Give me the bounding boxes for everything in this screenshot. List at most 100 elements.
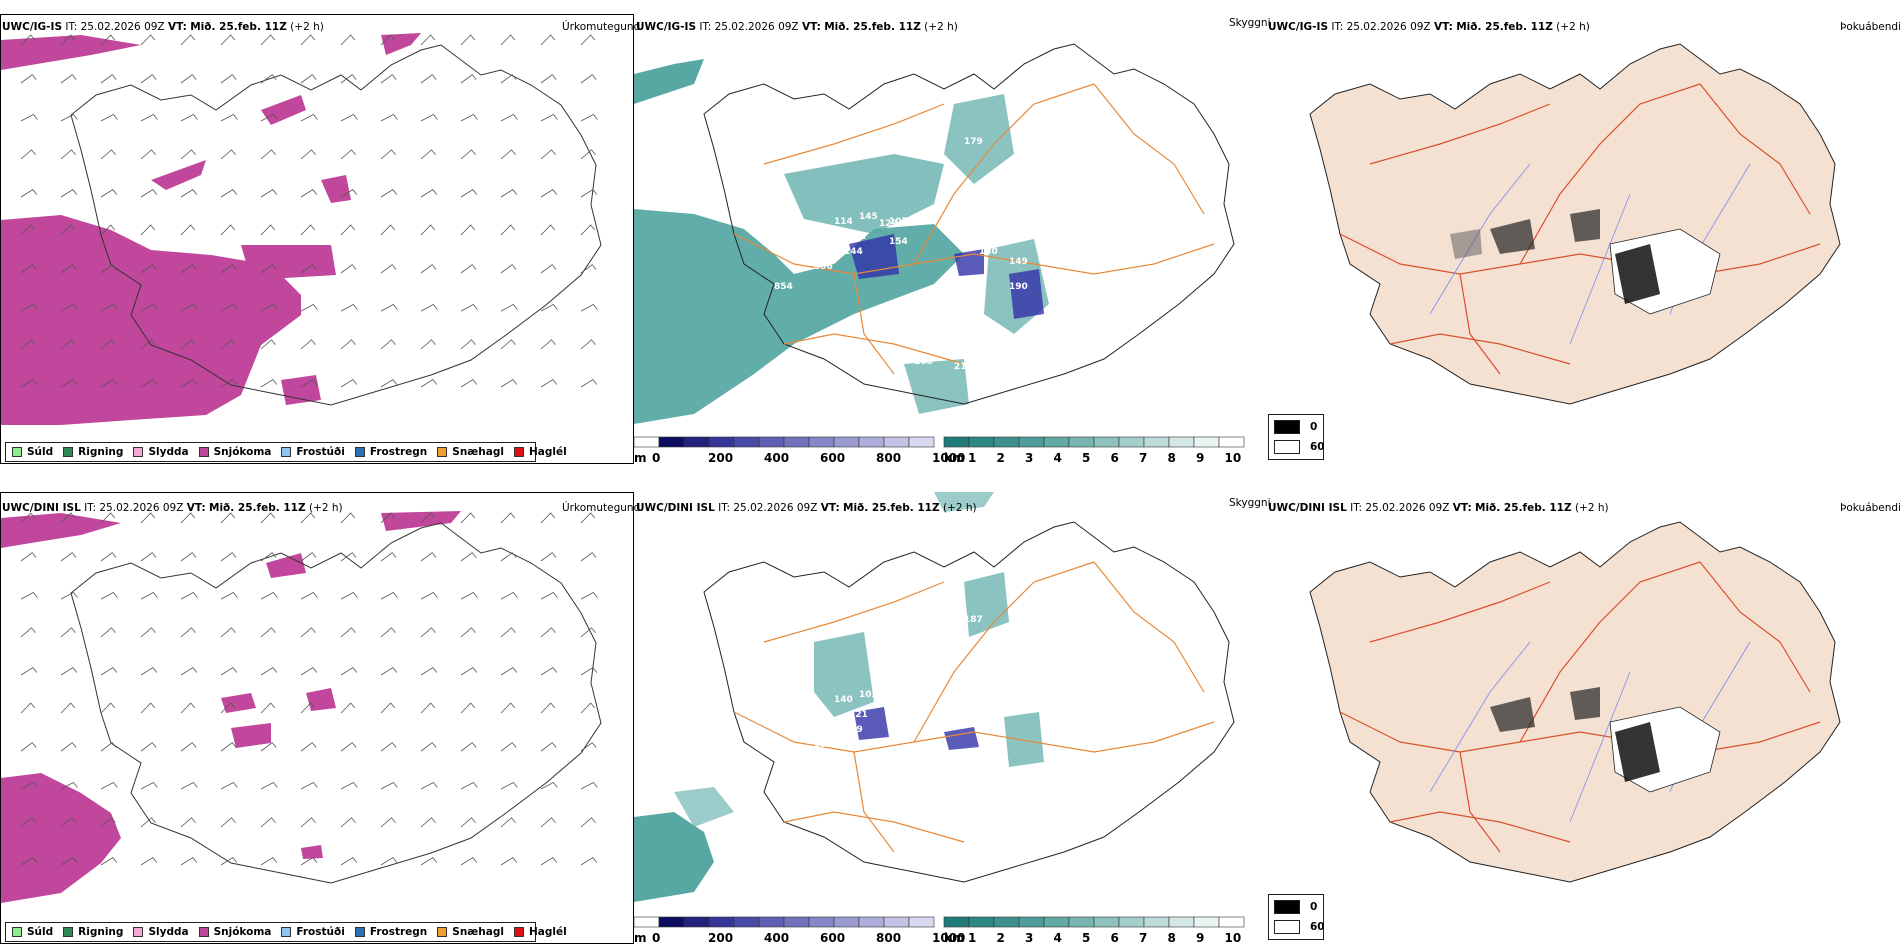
wind-barb bbox=[180, 627, 196, 638]
panel-header: UWC/IG-IS IT: 25.02.2026 09Z VT: Mið. 25… bbox=[636, 21, 958, 33]
visibility-map-panel: 187 140 102 75 221 149 88 142 107 213 25 m 0 200 400 6… bbox=[633, 492, 1325, 945]
colorbar-tick-label: 9 bbox=[1196, 931, 1205, 945]
wind-barb bbox=[140, 74, 157, 84]
model-name: UWC/DINI ISL bbox=[636, 502, 715, 514]
iceland-outline bbox=[703, 521, 1235, 883]
wind-barb bbox=[420, 339, 436, 350]
vt-value: Mið. 25.feb. 11Z bbox=[209, 502, 306, 514]
wind-barb bbox=[540, 74, 557, 84]
legend-swatch bbox=[1274, 900, 1300, 914]
legend-label: 60 bbox=[1310, 441, 1325, 453]
wind-barb bbox=[260, 782, 278, 790]
colorbar-tick-label: 0 bbox=[652, 451, 661, 465]
fog-patch bbox=[1490, 697, 1535, 732]
wind-barb bbox=[60, 552, 77, 562]
legend-label: Súld bbox=[27, 926, 54, 938]
wind-barb bbox=[220, 264, 237, 274]
wind-barb bbox=[180, 34, 196, 46]
height-label: 213 bbox=[784, 725, 803, 735]
wind-barb bbox=[180, 74, 197, 84]
wind-barb bbox=[540, 34, 556, 46]
legend-swatch bbox=[513, 927, 524, 937]
snow-area-west bbox=[1, 215, 301, 425]
colorbar-swatch bbox=[833, 436, 860, 448]
wind-barb bbox=[300, 667, 318, 676]
roads bbox=[1339, 561, 1821, 853]
wind-barb bbox=[540, 379, 558, 388]
colorbar-unit: m bbox=[634, 931, 647, 945]
wind-barb bbox=[340, 667, 358, 676]
wind-barb bbox=[460, 149, 476, 160]
colorbar-swatch bbox=[1043, 916, 1070, 928]
height-label: 190 bbox=[1009, 282, 1028, 292]
row-2: Súld Rigning Slydda Snjókoma Frostúði Frostre… bbox=[0, 478, 1900, 950]
colorbar-swatch bbox=[1143, 436, 1170, 448]
it-value: 25.02.2026 09Z bbox=[99, 502, 184, 514]
wind-barb bbox=[540, 667, 558, 676]
wind-barb bbox=[500, 34, 516, 46]
colorbar-swatch bbox=[758, 436, 785, 448]
vt-label: VT: bbox=[820, 502, 840, 514]
precip-type-map-panel: Súld Rigning Slydda Snjókoma Frostúði Frostre… bbox=[0, 492, 634, 944]
wind-barb bbox=[100, 189, 118, 198]
colorbar-tick-label: 800 bbox=[876, 931, 902, 945]
legend-swatch bbox=[1274, 920, 1300, 934]
wind-barb bbox=[580, 592, 598, 600]
colorbar-tick-label: 5 bbox=[1082, 931, 1091, 945]
wind-barb bbox=[180, 512, 196, 524]
height-label: 168 bbox=[914, 357, 933, 367]
wind-barb bbox=[20, 34, 36, 46]
colorbar-swatch bbox=[943, 436, 970, 448]
wind-barb bbox=[260, 512, 276, 524]
legend-swatch bbox=[281, 927, 292, 937]
wind-barb bbox=[540, 189, 558, 198]
wind-barb bbox=[260, 817, 276, 828]
colorbar-swatch bbox=[993, 916, 1020, 928]
legend-swatch bbox=[133, 447, 144, 457]
wind-barb bbox=[460, 339, 476, 350]
panel-header: UWC/DINI ISL IT: 25.02.2026 09Z VT: Mið.… bbox=[636, 502, 977, 514]
panel-type-label: Skyggni bbox=[1229, 497, 1271, 509]
wind-barb bbox=[540, 304, 558, 312]
fog-indicator-map bbox=[1309, 521, 1841, 883]
wind-barb bbox=[420, 627, 436, 638]
wind-barb bbox=[220, 339, 236, 350]
wind-barb bbox=[460, 702, 476, 714]
wind-barb bbox=[180, 552, 197, 562]
colorbar-swatch bbox=[658, 916, 685, 928]
colorbar-swatch bbox=[993, 436, 1020, 448]
wind-barb bbox=[20, 264, 37, 274]
precip-legend-item: Frostregn bbox=[354, 926, 427, 938]
snow-patch bbox=[301, 845, 323, 859]
wind-barb bbox=[500, 667, 518, 676]
panel-type-label: Úrkomutegund bbox=[562, 21, 641, 33]
wind-barb bbox=[540, 224, 556, 236]
wind-barb bbox=[420, 34, 436, 46]
wind-barb bbox=[300, 224, 316, 236]
colorbar-tick-label: 3 bbox=[1025, 931, 1034, 945]
wind-barb bbox=[420, 857, 438, 866]
wind-barb bbox=[60, 379, 78, 388]
colorbar-swatch bbox=[733, 916, 760, 928]
wind-barb bbox=[580, 627, 596, 638]
wind-barb bbox=[540, 817, 556, 828]
wind-barb bbox=[500, 817, 516, 828]
wind-barb bbox=[420, 114, 438, 122]
it-label: IT: bbox=[84, 502, 97, 514]
vt-value: Mið. 25.feb. 11Z bbox=[1475, 502, 1572, 514]
low-cloud-base-patch bbox=[849, 234, 899, 279]
wind-barb bbox=[300, 189, 318, 198]
colorbar-swatch bbox=[783, 916, 810, 928]
wind-barb bbox=[580, 512, 596, 524]
low-cloud-base-patch bbox=[944, 727, 979, 750]
wind-barb bbox=[500, 74, 517, 84]
wind-barb bbox=[460, 34, 476, 46]
colorbar-swatch bbox=[683, 916, 710, 928]
colorbar-swatch bbox=[908, 916, 935, 928]
it-value: 25.02.2026 09Z bbox=[714, 21, 799, 33]
wind-barb bbox=[340, 592, 358, 600]
fog-indicator-map-panel bbox=[1270, 14, 1900, 464]
legend-label: Frostúði bbox=[296, 446, 345, 458]
height-label: 142 bbox=[974, 705, 993, 715]
wind-barb bbox=[340, 512, 356, 524]
